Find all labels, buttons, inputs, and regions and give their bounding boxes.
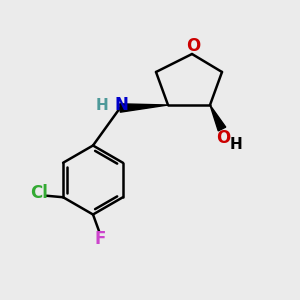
Text: F: F [95,230,106,247]
Text: Cl: Cl [30,184,48,202]
Text: O: O [216,129,231,147]
Text: H: H [230,136,243,152]
Polygon shape [120,104,168,112]
Text: H: H [96,98,108,112]
Text: N: N [115,96,128,114]
Polygon shape [210,105,226,131]
Text: O: O [186,37,201,55]
